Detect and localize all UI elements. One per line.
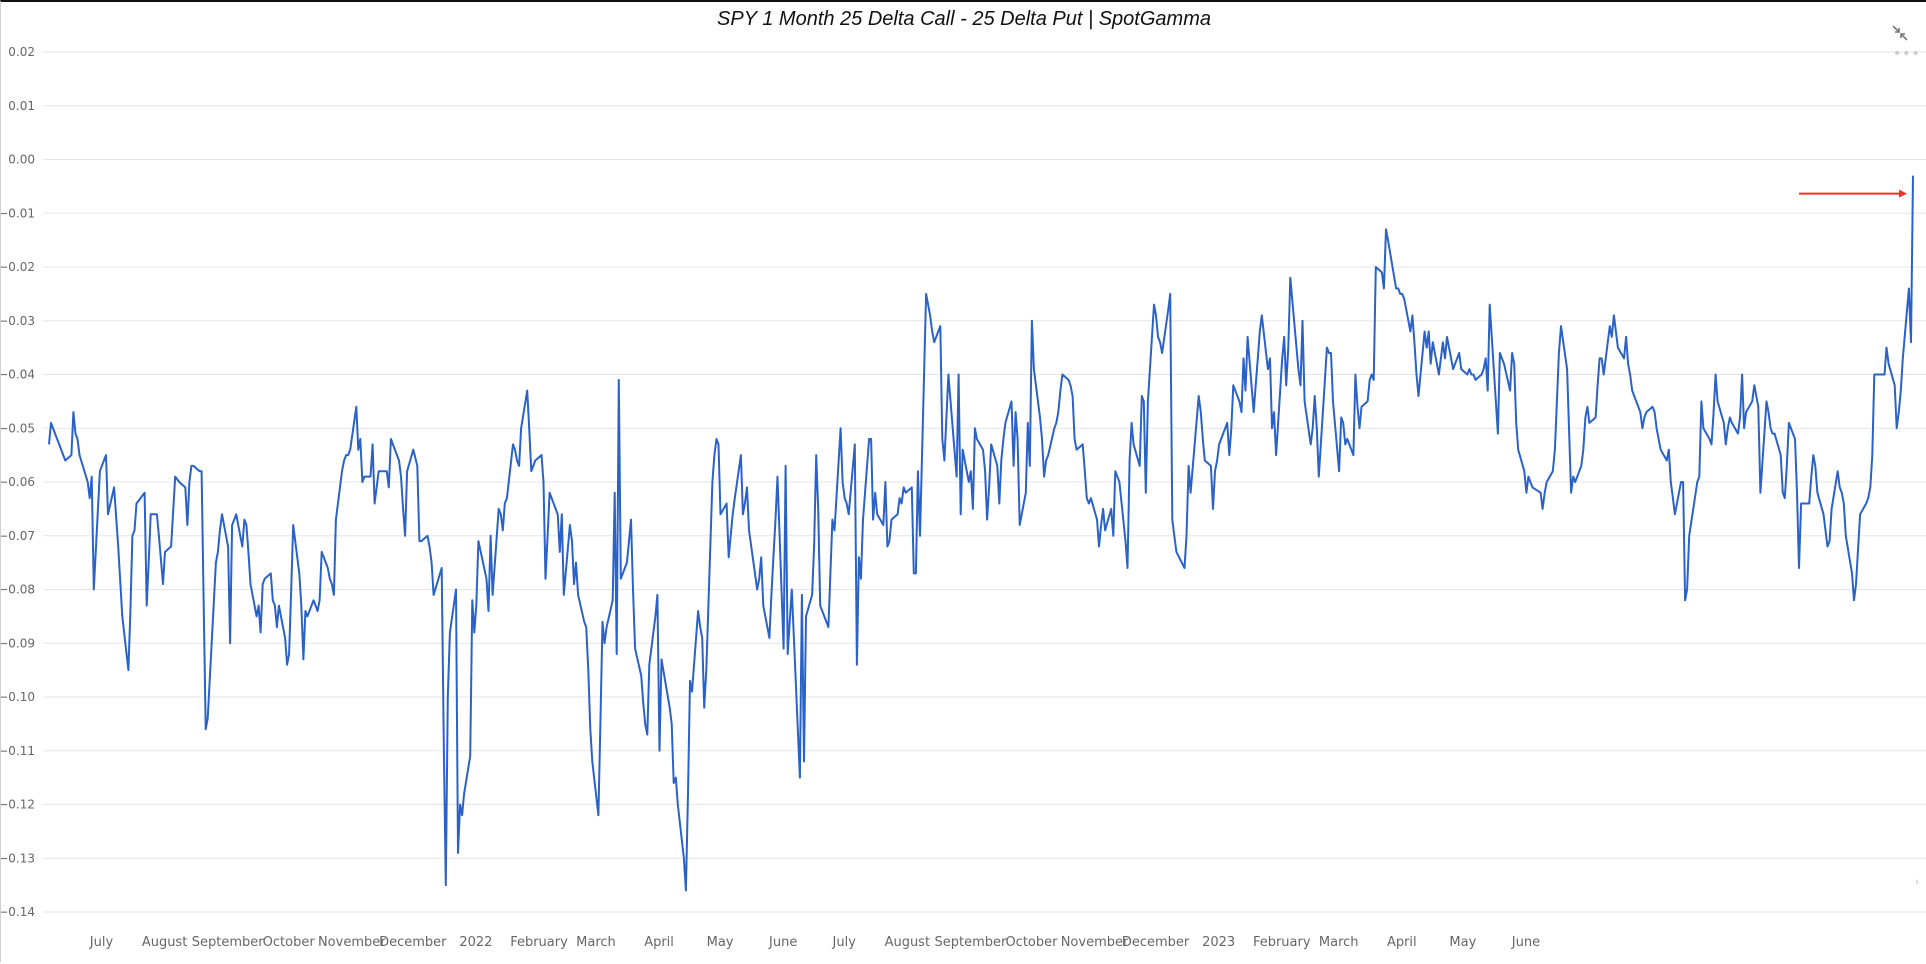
y-tick-label: −0.01 (1, 206, 35, 220)
x-tick-label: February (1253, 935, 1311, 950)
x-tick-label: October (1005, 935, 1058, 950)
y-axis: 0.02 0.01 0.00 −0.01 −0.02 −0.03 −0.04 −0.05 −0.… (1, 45, 35, 919)
x-tick-label: March (1319, 935, 1359, 950)
x-tick-label: November (1061, 935, 1129, 950)
y-tick-label: −0.06 (1, 475, 35, 489)
y-tick-label: 0.00 (8, 153, 35, 167)
annotation-layer (1799, 189, 1907, 198)
x-tick-label: May (707, 935, 734, 950)
y-tick-label: −0.04 (1, 368, 35, 382)
x-tick-label: February (510, 935, 568, 950)
x-tick-label: August (142, 935, 188, 950)
x-tick-label: July (832, 935, 857, 950)
grid-lines (43, 51, 1926, 913)
x-tick-label: June (1511, 935, 1540, 950)
series-line (48, 175, 1914, 892)
y-tick-label: −0.14 (1, 905, 35, 919)
y-tick-label: −0.07 (1, 529, 35, 543)
x-tick-label: July (89, 935, 114, 950)
y-tick-label: −0.11 (1, 744, 35, 758)
chart-title: SPY 1 Month 25 Delta Call - 25 Delta Put… (717, 8, 1211, 30)
x-tick-label: May (1449, 935, 1476, 950)
x-tick-label: 2022 (459, 935, 492, 950)
y-tick-label: −0.02 (1, 260, 35, 274)
x-tick-label: April (1387, 935, 1417, 950)
x-axis: July August September October NovemberDecemb… (89, 935, 1540, 950)
y-tick-label: −0.13 (1, 851, 35, 865)
x-tick-label: September (934, 935, 1007, 950)
annotation-arrow-head (1899, 189, 1907, 198)
x-tick-label: September (192, 935, 265, 950)
y-tick-label: 0.02 (8, 45, 35, 59)
y-tick-label: −0.10 (1, 690, 35, 704)
y-tick-label: 0.01 (8, 99, 35, 113)
more-dots-icon[interactable]: ••• (1893, 46, 1921, 62)
x-tick-label: April (644, 935, 674, 950)
side-handle-icon[interactable]: › (1915, 875, 1920, 888)
y-tick-label: −0.12 (1, 798, 35, 812)
x-tick-label: August (885, 935, 931, 950)
y-tick-label: −0.08 (1, 583, 35, 597)
x-tick-label: October (263, 935, 316, 950)
x-tick-label: December (379, 935, 447, 950)
x-tick-label: 2023 (1202, 935, 1235, 950)
y-tick-label: −0.05 (1, 421, 35, 435)
collapse-arrows-icon[interactable] (1891, 24, 1909, 42)
series-layer (48, 175, 1914, 892)
x-tick-label: November (318, 935, 386, 950)
x-tick-label: December (1122, 935, 1190, 950)
y-tick-label: −0.03 (1, 314, 35, 328)
y-tick-label: −0.09 (1, 636, 35, 650)
x-tick-label: March (576, 935, 616, 950)
x-tick-label: June (768, 935, 797, 950)
